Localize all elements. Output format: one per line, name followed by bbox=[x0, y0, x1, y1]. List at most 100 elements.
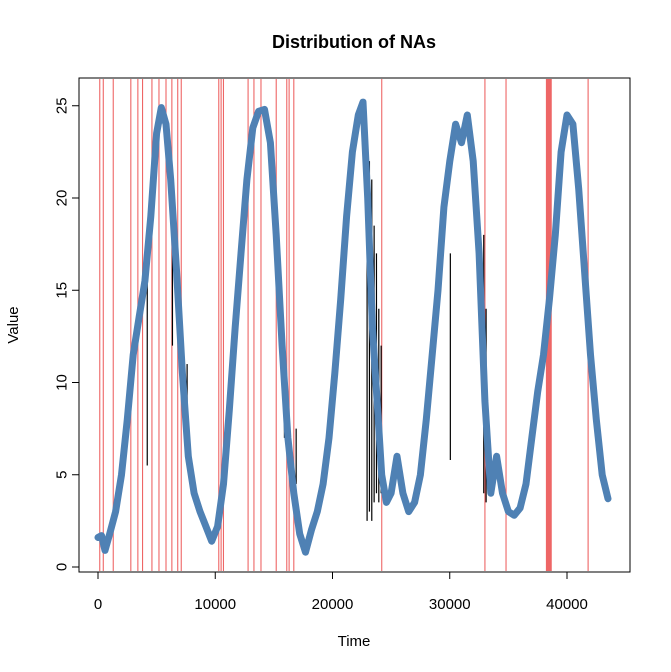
data-point bbox=[343, 213, 350, 220]
data-point bbox=[214, 523, 221, 530]
data-point bbox=[383, 499, 390, 506]
data-point bbox=[209, 538, 215, 544]
x-tick-label: 10000 bbox=[194, 596, 236, 613]
data-point bbox=[411, 499, 418, 506]
data-point bbox=[244, 176, 250, 183]
data-point bbox=[369, 324, 375, 330]
data-point bbox=[464, 112, 470, 118]
data-point bbox=[360, 99, 366, 105]
data-point bbox=[102, 547, 108, 553]
data-point bbox=[291, 490, 297, 496]
data-point bbox=[338, 296, 344, 303]
x-tick-label: 30000 bbox=[429, 596, 471, 613]
data-point bbox=[394, 453, 400, 459]
data-point bbox=[529, 435, 535, 441]
axes: 0 10000 20000 30000 40000 0 5 10 15 20 25 bbox=[54, 97, 588, 613]
data-point bbox=[273, 232, 279, 238]
data-point bbox=[546, 296, 553, 303]
data-point bbox=[587, 352, 594, 358]
data-point bbox=[261, 106, 268, 113]
data-point bbox=[158, 104, 164, 111]
data-point bbox=[220, 481, 227, 487]
data-point bbox=[605, 496, 611, 502]
data-point bbox=[570, 121, 576, 127]
data-point bbox=[112, 509, 119, 515]
data-point bbox=[552, 232, 558, 238]
data-point bbox=[505, 509, 511, 515]
data-point bbox=[535, 389, 541, 395]
x-tick-label: 40000 bbox=[546, 596, 588, 613]
data-point bbox=[163, 121, 169, 127]
data-point bbox=[423, 416, 429, 422]
series-line bbox=[94, 98, 612, 556]
data-point bbox=[470, 158, 476, 164]
data-point bbox=[154, 130, 160, 137]
data-point bbox=[285, 435, 291, 441]
data-point bbox=[279, 343, 285, 349]
data-point bbox=[488, 490, 494, 496]
data-point bbox=[320, 481, 326, 487]
data-point bbox=[107, 531, 113, 537]
data-point bbox=[173, 269, 180, 275]
y-tick-label: 0 bbox=[54, 563, 71, 571]
data-point bbox=[297, 531, 303, 537]
data-point bbox=[226, 407, 232, 413]
data-point bbox=[142, 278, 148, 284]
y-tick-label: 15 bbox=[54, 282, 71, 299]
data-point bbox=[540, 352, 547, 358]
data-point bbox=[130, 352, 136, 358]
y-tick-label: 10 bbox=[54, 374, 71, 391]
data-point bbox=[447, 158, 453, 164]
data-point bbox=[355, 112, 361, 118]
data-point bbox=[374, 398, 380, 404]
data-point bbox=[191, 490, 197, 496]
data-point bbox=[482, 398, 488, 404]
data-point bbox=[308, 527, 314, 533]
data-point bbox=[267, 140, 273, 146]
plot-frame bbox=[78, 77, 631, 573]
data-point bbox=[379, 472, 385, 478]
data-point bbox=[197, 509, 203, 515]
data-point bbox=[417, 472, 424, 478]
data-point bbox=[453, 121, 459, 127]
data-point bbox=[441, 204, 447, 210]
series-layer bbox=[94, 98, 612, 556]
data-point bbox=[238, 250, 244, 256]
data-point bbox=[256, 108, 262, 114]
data-point bbox=[302, 549, 309, 555]
data-point bbox=[314, 509, 320, 515]
data-point bbox=[185, 453, 191, 459]
data-point bbox=[599, 472, 605, 478]
data-point bbox=[332, 370, 338, 376]
data-point bbox=[581, 269, 588, 275]
data-point bbox=[406, 509, 412, 515]
data-point bbox=[136, 315, 142, 321]
data-point bbox=[458, 140, 465, 146]
data-point bbox=[564, 112, 570, 118]
data-point bbox=[429, 352, 435, 358]
data-point bbox=[576, 186, 582, 192]
data-point bbox=[494, 453, 500, 459]
data-point bbox=[476, 250, 482, 256]
data-point bbox=[179, 370, 186, 376]
data-point bbox=[98, 533, 105, 539]
data-point bbox=[435, 287, 441, 293]
data-point bbox=[118, 472, 125, 478]
y-axis-label: Value bbox=[5, 306, 22, 343]
data-point bbox=[349, 149, 356, 155]
data-point bbox=[148, 213, 154, 220]
data-point bbox=[203, 523, 209, 530]
data-point bbox=[388, 490, 394, 496]
chart-title: Distribution of NAs bbox=[272, 32, 436, 52]
data-point bbox=[232, 324, 238, 330]
data-point bbox=[168, 176, 174, 183]
data-point bbox=[517, 505, 523, 511]
x-tick-label: 20000 bbox=[312, 596, 354, 613]
data-point bbox=[400, 490, 406, 496]
data-point bbox=[250, 125, 256, 131]
data-point bbox=[365, 195, 371, 201]
data-point bbox=[558, 149, 564, 155]
data-point bbox=[523, 481, 529, 487]
y-tick-label: 5 bbox=[54, 471, 71, 479]
